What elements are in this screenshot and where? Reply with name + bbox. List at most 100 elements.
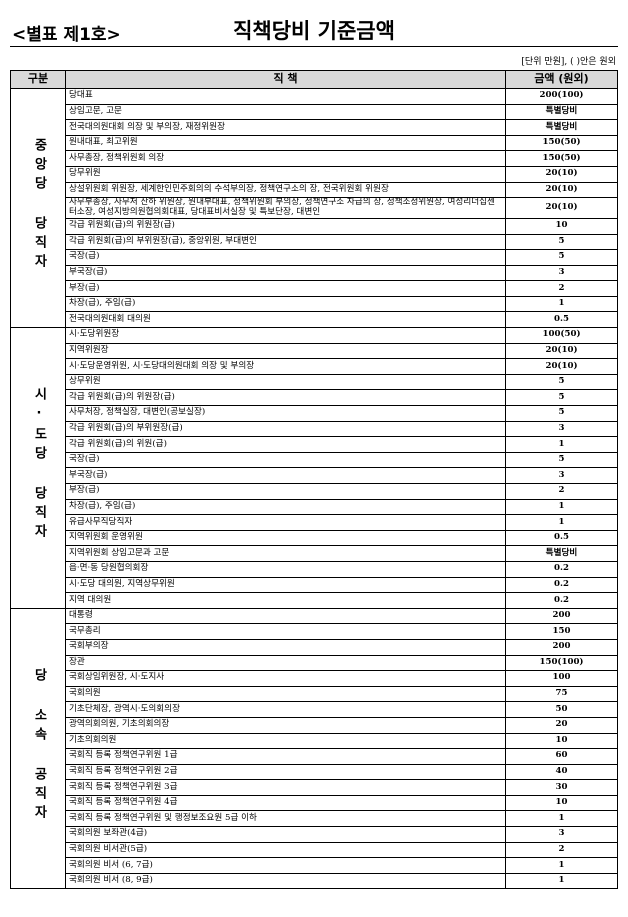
table-row: 각급 위원회(급)의 위원장(급) 10 bbox=[11, 217, 618, 235]
table-row: 국회직 등록 정책연구위원 4급 10 bbox=[11, 794, 618, 812]
table-row: 국회직 등록 정책연구위원 2급 40 bbox=[11, 763, 618, 781]
amount-cell: 60 bbox=[505, 748, 618, 765]
position-cell: 각급 위원회(급)의 위원장(급) bbox=[65, 217, 506, 235]
table-row: 차장(급), 주임(급) 1 bbox=[11, 295, 618, 313]
amount-cell: 10 bbox=[505, 217, 618, 235]
amount-cell: 1 bbox=[505, 436, 618, 453]
amount-cell: 10 bbox=[505, 794, 618, 812]
amount-cell: 2 bbox=[505, 841, 618, 859]
amount-cell: 30 bbox=[505, 779, 618, 796]
table-row: 국회상임위원장, 시·도지사 100 bbox=[11, 670, 618, 687]
amount-cell: 5 bbox=[505, 451, 618, 469]
group-label: 당 소속 공직자 bbox=[31, 668, 47, 825]
amount-cell: 3 bbox=[505, 826, 618, 843]
table-row: 당 소속 공직자 대통령 200 bbox=[10, 607, 618, 890]
amount-cell: 5 bbox=[505, 233, 618, 251]
position-cell: 국회의원 비서 (6, 7급) bbox=[65, 857, 506, 874]
group-label: 시·도당 당직자 bbox=[31, 387, 47, 544]
position-cell: 읍·면·동 당원협의회장 bbox=[65, 560, 506, 578]
header-row: 구분 직 책 금액 (원외) bbox=[10, 70, 618, 89]
group-cell: 당 소속 공직자 bbox=[10, 607, 66, 890]
table-row: 지역위원장 20(10) bbox=[11, 342, 618, 360]
position-cell: 각급 위원회(급)의 위원(급) bbox=[65, 436, 506, 453]
position-cell: 국회의원 보좌관(4급) bbox=[65, 826, 506, 843]
amount-cell: 5 bbox=[505, 249, 618, 266]
table-row: 유급사무직당직자 1 bbox=[11, 514, 618, 531]
position-cell: 부국장(급) bbox=[65, 264, 506, 282]
position-cell: 국회의원 비서관(5급) bbox=[65, 841, 506, 859]
amount-cell: 3 bbox=[505, 264, 618, 282]
position-cell: 유급사무직당직자 bbox=[65, 514, 506, 531]
table-row: 국회의원 보좌관(4급) 3 bbox=[11, 826, 618, 843]
position-cell: 당대표 bbox=[65, 88, 506, 105]
table-row: 지역 대의원 0.2 bbox=[11, 592, 618, 609]
position-cell: 국회직 등록 정책연구위원 2급 bbox=[65, 763, 506, 781]
table-row: 시·도당 당직자 시·도당위원장 100(50) bbox=[10, 327, 618, 609]
amount-cell: 1 bbox=[505, 498, 618, 516]
amount-cell: 3 bbox=[505, 467, 618, 484]
position-cell: 차장(급), 주임(급) bbox=[65, 295, 506, 313]
table-row: 각급 위원회(급)의 위원(급) 1 bbox=[11, 436, 618, 453]
position-cell: 부장(급) bbox=[65, 483, 506, 500]
group-cell: 중앙당 당직자 bbox=[10, 87, 66, 329]
amount-cell: 40 bbox=[505, 763, 618, 781]
table-row: 각급 위원회(급)의 부위원장(급) 3 bbox=[11, 420, 618, 438]
amount-cell: 5 bbox=[505, 405, 618, 422]
amount-cell: 100(50) bbox=[505, 327, 618, 344]
doc-title: 직책당비 기준금액 bbox=[233, 19, 395, 43]
table-row: 차장(급), 주임(급) 1 bbox=[11, 498, 618, 516]
position-cell: 상무위원 bbox=[65, 373, 506, 391]
table-row: 시·도당 대의원, 지역상무위원 0.2 bbox=[11, 576, 618, 594]
position-cell: 사무처장, 정책실장, 대변인(공보실장) bbox=[65, 405, 506, 422]
table-row: 국회직 등록 정책연구위원 및 행정보조요원 5급 이하 1 bbox=[11, 810, 618, 828]
table-row: 국장(급) 5 bbox=[11, 451, 618, 469]
position-cell: 원내대표, 최고위원 bbox=[65, 134, 506, 152]
position-cell: 시·도당 대의원, 지역상무위원 bbox=[65, 576, 506, 594]
position-cell: 전국대의원대회 의장 및 부의장, 재정위원장 bbox=[65, 119, 506, 136]
position-cell: 대통령 bbox=[65, 607, 506, 625]
amount-cell: 0.2 bbox=[505, 592, 618, 609]
position-cell: 국장(급) bbox=[65, 249, 506, 266]
amount-cell: 1 bbox=[505, 810, 618, 828]
position-cell: 부국장(급) bbox=[65, 467, 506, 484]
amount-cell: 20(10) bbox=[505, 358, 618, 375]
table-row: 각급 위원회(급)의 부위원장(급), 중앙위원, 부대변인 5 bbox=[11, 233, 618, 251]
position-cell: 국무총리 bbox=[65, 623, 506, 640]
position-cell: 시·도당운영위원, 시·도당대의원대회 의장 및 부의장 bbox=[65, 358, 506, 375]
position-cell: 기초단체장, 광역시·도의회의장 bbox=[65, 701, 506, 718]
amount-cell: 0.2 bbox=[505, 576, 618, 594]
position-cell: 국회직 등록 정책연구위원 1급 bbox=[65, 748, 506, 765]
amount-cell: 200 bbox=[505, 638, 618, 656]
table-row: 각급 위원회(급)의 위원장(급) 5 bbox=[11, 389, 618, 407]
position-cell: 각급 위원회(급)의 부위원장(급) bbox=[65, 420, 506, 438]
position-cell: 국회직 등록 정책연구위원 4급 bbox=[65, 794, 506, 812]
position-cell: 당무위원 bbox=[65, 165, 506, 183]
position-cell: 국회의원 비서 (8, 9급) bbox=[65, 872, 506, 890]
position-cell: 전국대의원대회 대의원 bbox=[65, 311, 506, 329]
amount-cell: 20 bbox=[505, 716, 618, 734]
table-row: 부장(급) 2 bbox=[11, 280, 618, 297]
table-row: 전국대의원대회 의장 및 부의장, 재정위원장 특별당비 bbox=[11, 119, 618, 136]
table-row: 국회직 등록 정책연구위원 3급 30 bbox=[11, 779, 618, 796]
table-row: 부장(급) 2 bbox=[11, 483, 618, 500]
amount-cell: 200(100) bbox=[505, 88, 618, 105]
position-cell: 장관 bbox=[65, 654, 506, 672]
position-cell: 국회직 등록 정책연구위원 3급 bbox=[65, 779, 506, 796]
position-cell: 기초의회의원 bbox=[65, 732, 506, 750]
position-cell: 국회부의장 bbox=[65, 638, 506, 656]
table-row: 지역위원회 운영위원 0.5 bbox=[11, 529, 618, 547]
amount-cell: 1 bbox=[505, 857, 618, 874]
amount-cell: 150(100) bbox=[505, 654, 618, 672]
position-cell: 지역위원장 bbox=[65, 342, 506, 360]
amount-cell: 0.5 bbox=[505, 311, 618, 329]
amount-cell: 2 bbox=[505, 483, 618, 500]
table-row: 국회직 등록 정책연구위원 1급 60 bbox=[11, 748, 618, 765]
table-row: 국회의원 비서 (8, 9급) 1 bbox=[11, 872, 618, 890]
table-row: 지역위원회 상임고문과 고문 특별당비 bbox=[11, 545, 618, 562]
amount-cell: 150(50) bbox=[505, 134, 618, 152]
table-row: 기초단체장, 광역시·도의회의장 50 bbox=[11, 701, 618, 718]
position-cell: 국회의원 bbox=[65, 685, 506, 703]
table-row: 국회부의장 200 bbox=[11, 638, 618, 656]
position-cell: 각급 위원회(급)의 위원장(급) bbox=[65, 389, 506, 407]
table-row: 국회의원 75 bbox=[11, 685, 618, 703]
